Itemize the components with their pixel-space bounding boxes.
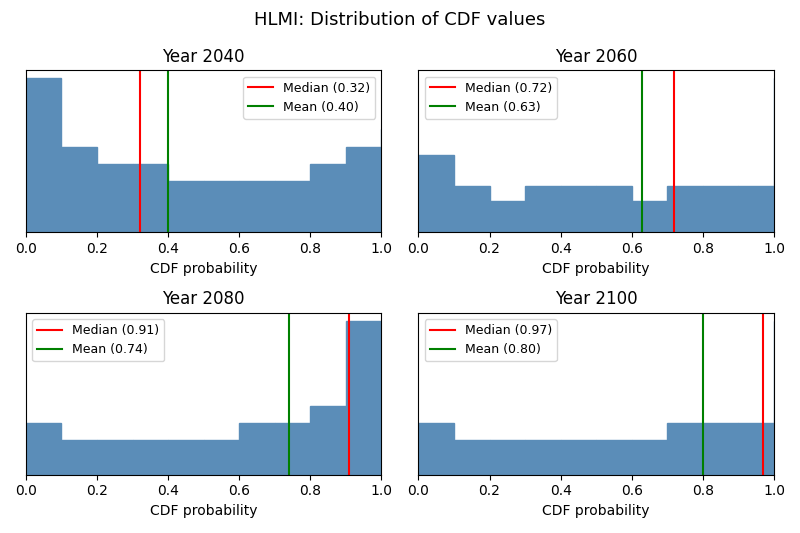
Bar <box>239 423 275 475</box>
Bar <box>703 423 738 475</box>
Bar <box>239 181 275 232</box>
Mean (0.40) <box>163 229 173 236</box>
Bar <box>382 440 417 475</box>
Median (0.91) <box>345 455 354 461</box>
Bar <box>382 130 417 232</box>
Median (0.32) <box>135 212 145 219</box>
Bar <box>133 440 168 475</box>
Median (0.97) <box>758 455 768 461</box>
Legend: Median (0.91), Mean (0.74): Median (0.91), Mean (0.74) <box>32 319 164 361</box>
Bar <box>738 423 774 475</box>
Bar <box>596 440 632 475</box>
Bar <box>204 440 239 475</box>
Legend: Median (0.72), Mean (0.63): Median (0.72), Mean (0.63) <box>425 77 557 119</box>
Bar <box>62 147 97 232</box>
Bar <box>561 440 596 475</box>
Text: HLMI: Distribution of CDF values: HLMI: Distribution of CDF values <box>254 11 546 29</box>
Median (0.72) <box>670 214 679 220</box>
Bar <box>26 423 62 475</box>
Bar <box>97 164 133 232</box>
Bar <box>310 406 346 475</box>
Bar <box>774 320 800 475</box>
Bar <box>667 423 703 475</box>
Median (0.91) <box>345 472 354 478</box>
X-axis label: CDF probability: CDF probability <box>150 262 258 276</box>
Bar <box>97 440 133 475</box>
X-axis label: CDF probability: CDF probability <box>150 504 258 518</box>
Bar <box>596 186 632 232</box>
Bar <box>738 186 774 232</box>
Bar <box>667 186 703 232</box>
Mean (0.80) <box>698 472 708 478</box>
Legend: Median (0.97), Mean (0.80): Median (0.97), Mean (0.80) <box>425 319 557 361</box>
Mean (0.63) <box>638 229 647 236</box>
Bar <box>418 423 454 475</box>
Bar <box>525 440 561 475</box>
Bar <box>490 201 525 232</box>
Bar <box>774 78 800 232</box>
X-axis label: CDF probability: CDF probability <box>542 504 650 518</box>
Mean (0.74) <box>284 455 294 461</box>
Bar <box>275 181 310 232</box>
Median (0.72) <box>670 229 679 236</box>
Median (0.97) <box>758 472 768 478</box>
Median (0.32) <box>135 229 145 236</box>
Bar <box>204 181 239 232</box>
Mean (0.80) <box>698 455 708 461</box>
Bar <box>561 186 596 232</box>
Bar <box>346 147 382 232</box>
Bar <box>168 181 204 232</box>
Bar <box>346 320 382 475</box>
Bar <box>703 186 738 232</box>
X-axis label: CDF probability: CDF probability <box>542 262 650 276</box>
Title: Year 2060: Year 2060 <box>555 48 638 66</box>
Legend: Median (0.32), Mean (0.40): Median (0.32), Mean (0.40) <box>243 77 375 119</box>
Mean (0.40) <box>163 212 173 219</box>
Bar <box>490 440 525 475</box>
Bar <box>168 440 204 475</box>
Bar <box>418 155 454 232</box>
Bar <box>310 164 346 232</box>
Title: Year 2080: Year 2080 <box>162 290 245 309</box>
Bar <box>62 440 97 475</box>
Bar <box>26 78 62 232</box>
Mean (0.74) <box>284 472 294 478</box>
Bar <box>275 423 310 475</box>
Bar <box>454 186 490 232</box>
Bar <box>133 164 168 232</box>
Mean (0.63) <box>638 214 647 220</box>
Title: Year 2040: Year 2040 <box>162 48 245 66</box>
Bar <box>525 186 561 232</box>
Bar <box>632 440 667 475</box>
Bar <box>632 201 667 232</box>
Title: Year 2100: Year 2100 <box>555 290 638 309</box>
Bar <box>454 440 490 475</box>
